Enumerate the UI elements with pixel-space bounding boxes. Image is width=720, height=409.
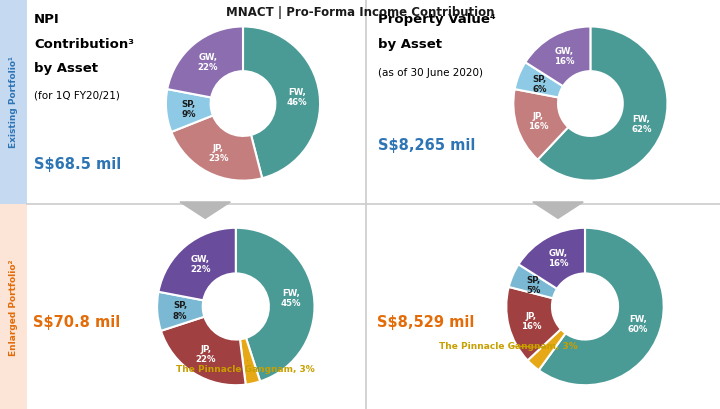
- Wedge shape: [509, 265, 557, 299]
- Text: SP,
8%: SP, 8%: [173, 301, 187, 320]
- Text: JP,
16%: JP, 16%: [521, 311, 541, 330]
- Text: (for 1Q FY20/21): (for 1Q FY20/21): [34, 90, 120, 101]
- Wedge shape: [166, 90, 213, 133]
- Wedge shape: [171, 116, 262, 181]
- Text: SP,
6%: SP, 6%: [532, 74, 546, 94]
- Wedge shape: [157, 292, 204, 331]
- Wedge shape: [513, 90, 568, 160]
- Wedge shape: [515, 63, 563, 98]
- Wedge shape: [240, 338, 260, 384]
- Text: (as of 30 June 2020): (as of 30 June 2020): [377, 68, 482, 78]
- Text: FW,
62%: FW, 62%: [631, 115, 652, 134]
- Wedge shape: [243, 27, 320, 179]
- Text: SP,
5%: SP, 5%: [526, 275, 541, 294]
- Text: GW,
22%: GW, 22%: [198, 52, 218, 72]
- Text: GW,
22%: GW, 22%: [190, 254, 210, 274]
- Text: Property Value⁴: Property Value⁴: [377, 13, 495, 26]
- Wedge shape: [235, 228, 315, 382]
- Text: JP,
16%: JP, 16%: [528, 112, 549, 131]
- Text: S$8,529 mil: S$8,529 mil: [377, 314, 474, 329]
- Text: FW,
45%: FW, 45%: [281, 288, 301, 308]
- Text: GW,
16%: GW, 16%: [548, 248, 568, 267]
- Text: The Pinnacle Gangnam, 3%: The Pinnacle Gangnam, 3%: [176, 360, 315, 373]
- Text: S$8,265 mil: S$8,265 mil: [377, 137, 475, 152]
- Text: Existing Portfolio¹: Existing Portfolio¹: [9, 56, 18, 148]
- Text: FW,
46%: FW, 46%: [287, 88, 307, 107]
- Wedge shape: [167, 27, 243, 98]
- Wedge shape: [526, 27, 590, 87]
- Wedge shape: [161, 317, 246, 385]
- Text: Contribution³: Contribution³: [34, 38, 134, 51]
- Text: by Asset: by Asset: [377, 38, 441, 51]
- Text: S$70.8 mil: S$70.8 mil: [33, 314, 120, 329]
- Text: JP,
22%: JP, 22%: [196, 344, 216, 364]
- Wedge shape: [539, 228, 664, 385]
- Text: JP,
23%: JP, 23%: [208, 143, 228, 163]
- Text: Enlarged Portfolio²: Enlarged Portfolio²: [9, 258, 18, 355]
- Wedge shape: [518, 228, 585, 289]
- Wedge shape: [528, 329, 566, 370]
- Text: S$68.5 mil: S$68.5 mil: [34, 156, 121, 171]
- Text: FW,
60%: FW, 60%: [628, 314, 648, 334]
- Text: by Asset: by Asset: [34, 62, 98, 75]
- Text: MNACT | Pro-Forma Income Contribution: MNACT | Pro-Forma Income Contribution: [226, 6, 494, 19]
- Wedge shape: [506, 287, 561, 360]
- Wedge shape: [158, 228, 236, 301]
- Text: NPI: NPI: [34, 13, 60, 26]
- Wedge shape: [538, 27, 667, 181]
- Text: The Pinnacle Gangnam, 3%: The Pinnacle Gangnam, 3%: [438, 342, 577, 351]
- Text: SP,
9%: SP, 9%: [181, 100, 196, 119]
- Text: GW,
16%: GW, 16%: [554, 47, 575, 66]
